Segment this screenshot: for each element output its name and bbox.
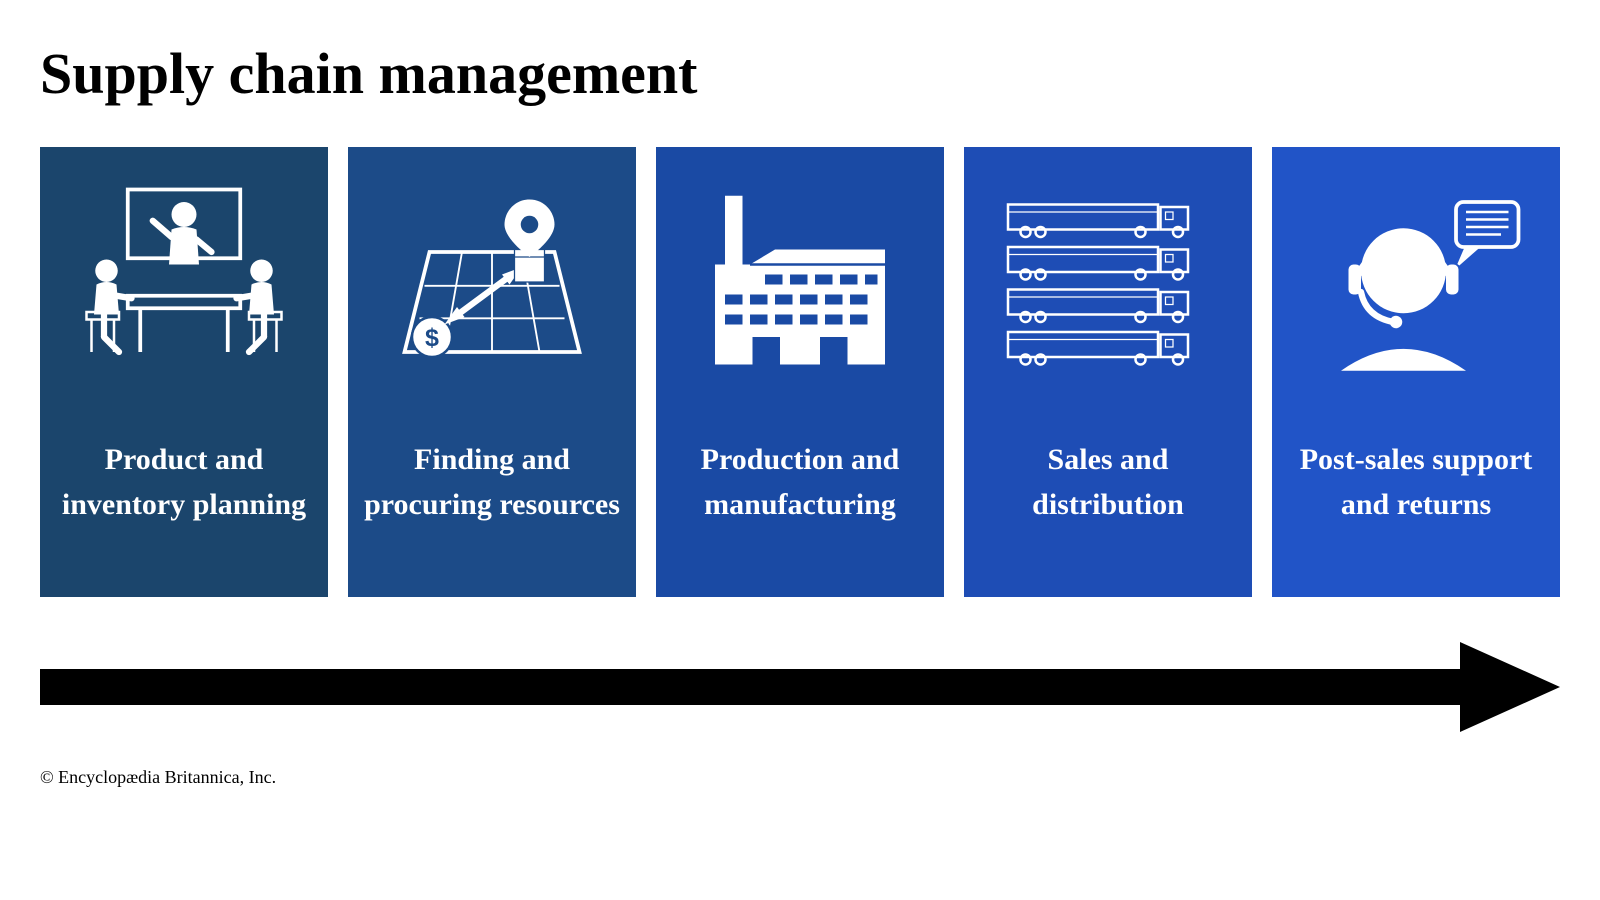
- card-procuring: $ Finding and procuring resources: [348, 147, 636, 597]
- headset-icon: [1287, 177, 1545, 377]
- cards-row: Product and inventory planning $: [40, 147, 1560, 597]
- card-production: Production and manufacturing: [656, 147, 944, 597]
- card-support: Post-sales support and returns: [1272, 147, 1560, 597]
- card-label: Production and manufacturing: [671, 437, 929, 527]
- card-label: Post-sales support and returns: [1287, 437, 1545, 527]
- svg-text:$: $: [425, 324, 439, 352]
- page-title: Supply chain management: [40, 40, 1560, 107]
- factory-icon: [671, 177, 929, 377]
- meeting-icon: [55, 177, 313, 377]
- card-planning: Product and inventory planning: [40, 147, 328, 597]
- flow-arrow-icon: [40, 642, 1560, 732]
- trucks-icon: [979, 177, 1237, 377]
- card-label: Product and inventory planning: [55, 437, 313, 527]
- infographic-root: Supply chain management: [0, 0, 1600, 900]
- credit-text: © Encyclopædia Britannica, Inc.: [40, 767, 1560, 788]
- card-label: Finding and procuring resources: [363, 437, 621, 527]
- card-distribution: Sales and distribution: [964, 147, 1252, 597]
- map-locate-icon: $: [363, 177, 621, 377]
- card-label: Sales and distribution: [979, 437, 1237, 527]
